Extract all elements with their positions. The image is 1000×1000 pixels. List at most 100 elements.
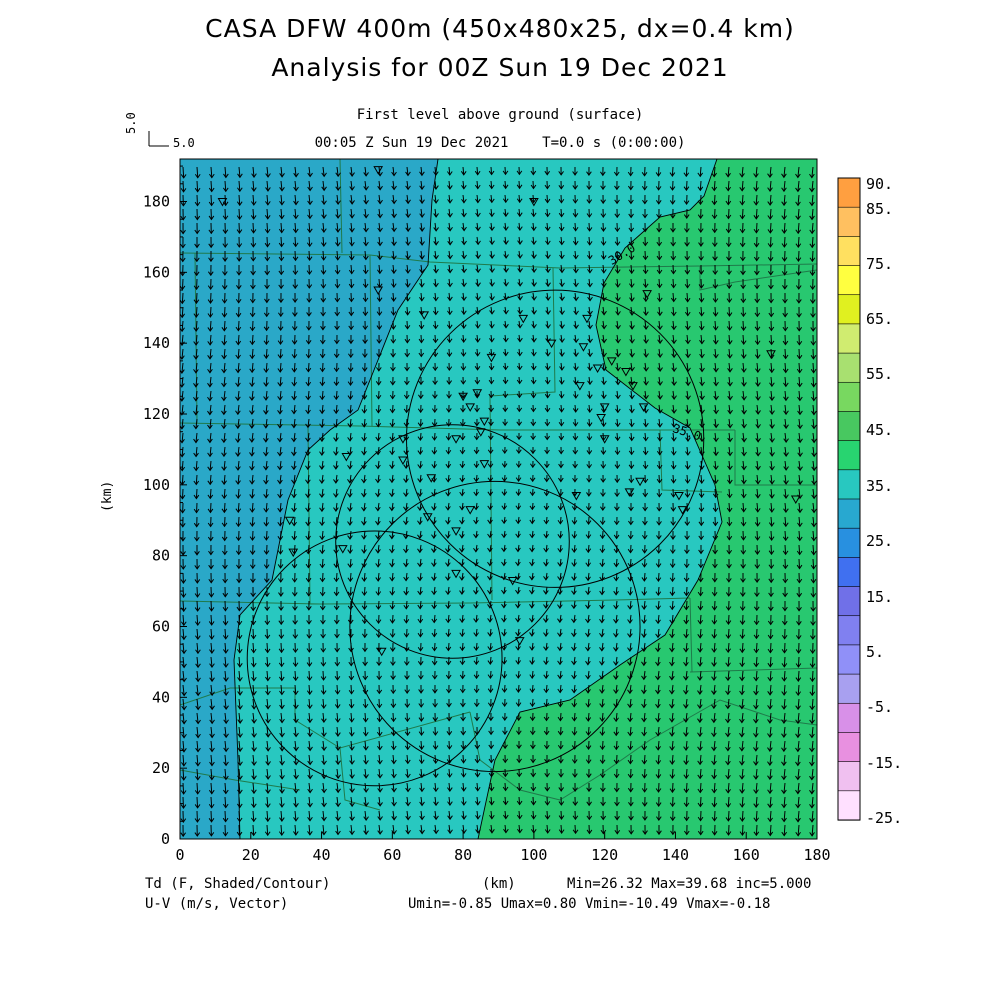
wind-vector-head bbox=[684, 270, 691, 275]
wind-vector bbox=[559, 544, 562, 552]
wind-vector-head bbox=[321, 242, 327, 247]
wind-vector-head bbox=[445, 449, 452, 455]
wind-vector-head bbox=[277, 354, 284, 359]
wind-vector-head bbox=[571, 674, 577, 680]
wind-vector bbox=[812, 488, 815, 499]
wind-vector bbox=[545, 614, 548, 623]
wind-vector-head bbox=[685, 409, 691, 415]
wind-vector-head bbox=[307, 200, 313, 206]
wind-vector bbox=[294, 656, 297, 667]
wind-vector bbox=[756, 376, 759, 387]
wind-vector-head bbox=[628, 213, 634, 219]
wind-vector bbox=[196, 740, 199, 752]
wind-vector-head bbox=[389, 520, 395, 526]
wind-vector bbox=[181, 446, 184, 457]
wind-vector-head bbox=[571, 590, 577, 596]
wind-vector bbox=[350, 810, 353, 821]
wind-vector-head bbox=[809, 705, 815, 711]
wind-vector-head bbox=[251, 775, 257, 781]
wind-vector bbox=[476, 306, 479, 315]
wind-vector-head bbox=[767, 648, 774, 654]
wind-vector-head bbox=[725, 648, 731, 654]
wind-vector-head bbox=[683, 774, 690, 780]
wind-vector bbox=[741, 824, 744, 836]
wind-vector-head bbox=[754, 578, 760, 584]
wind-vector bbox=[700, 334, 703, 344]
wind-vector-head bbox=[558, 171, 564, 176]
wind-vector-head bbox=[208, 635, 215, 640]
colorbar-swatch bbox=[837, 206, 861, 237]
wind-vector bbox=[294, 768, 297, 779]
wind-vector bbox=[588, 432, 591, 441]
station-marker bbox=[529, 198, 539, 207]
shading-dry bbox=[180, 159, 438, 839]
wind-vector-head bbox=[236, 578, 242, 584]
wind-vector bbox=[699, 628, 702, 638]
wind-vector-head bbox=[433, 773, 439, 779]
wind-vector-head bbox=[431, 408, 438, 413]
wind-vector-head bbox=[725, 718, 731, 724]
wind-vector-head bbox=[739, 831, 746, 837]
wind-vector-head bbox=[712, 256, 718, 262]
wind-vector-head bbox=[502, 421, 508, 427]
wind-vector-head bbox=[599, 759, 606, 765]
wind-vector-head bbox=[600, 241, 607, 246]
station-marker bbox=[638, 403, 649, 412]
wind-vector-head bbox=[699, 437, 705, 443]
wind-vector-head bbox=[417, 422, 424, 428]
wind-vector bbox=[545, 628, 548, 637]
wind-vector bbox=[797, 824, 800, 836]
wind-vector-head bbox=[180, 215, 187, 221]
wind-vector bbox=[784, 376, 787, 387]
wind-vectors bbox=[180, 166, 817, 838]
x-tick-label-180: 180 bbox=[803, 846, 830, 864]
wind-vector-head bbox=[418, 394, 424, 400]
wind-vector-head bbox=[432, 352, 439, 358]
wind-vector bbox=[769, 824, 772, 836]
wind-vector bbox=[811, 796, 814, 808]
wind-vector bbox=[349, 502, 352, 511]
wind-vector bbox=[350, 222, 353, 232]
wind-vector-head bbox=[809, 215, 815, 221]
wind-vector bbox=[784, 362, 787, 373]
wind-vector-head bbox=[377, 745, 383, 751]
wind-vector bbox=[434, 264, 437, 273]
wind-vector-head bbox=[235, 340, 242, 346]
wind-vector bbox=[601, 684, 604, 694]
wind-vector-head bbox=[753, 173, 759, 178]
wind-vector-head bbox=[180, 508, 186, 514]
wind-vector-head bbox=[389, 436, 396, 442]
wind-vector bbox=[700, 306, 703, 316]
wind-vector-head bbox=[641, 788, 648, 793]
wind-vector bbox=[405, 572, 408, 581]
wind-vector bbox=[728, 460, 731, 470]
colorbar-label: 15. bbox=[866, 588, 893, 606]
wind-vector-head bbox=[475, 324, 481, 329]
wind-vector-head bbox=[375, 520, 381, 526]
wind-vector-head bbox=[795, 635, 802, 640]
wind-vector bbox=[546, 390, 549, 398]
wind-vector-head bbox=[601, 310, 607, 316]
wind-vector-head bbox=[573, 296, 579, 302]
wind-vector-head bbox=[221, 452, 227, 458]
wind-vector-head bbox=[725, 690, 731, 696]
wind-vector-head bbox=[291, 493, 297, 499]
wind-vector bbox=[391, 404, 394, 413]
wind-vector-head bbox=[475, 268, 481, 274]
wind-vector-head bbox=[307, 704, 313, 710]
wind-vector-head bbox=[642, 506, 648, 512]
wind-vector-head bbox=[473, 660, 480, 666]
wind-vector-head bbox=[180, 494, 186, 500]
wind-vector-head bbox=[235, 298, 242, 304]
wind-vector bbox=[238, 684, 241, 696]
wind-vector-head bbox=[306, 634, 313, 639]
wind-vector-head bbox=[628, 478, 635, 484]
wind-vector bbox=[377, 488, 380, 497]
wind-vector-head bbox=[333, 409, 339, 415]
wind-vector bbox=[363, 460, 366, 469]
wind-vector bbox=[545, 656, 548, 665]
wind-vector-head bbox=[305, 479, 311, 485]
wind-vector-head bbox=[209, 663, 215, 669]
wind-vector bbox=[658, 320, 661, 330]
wind-vector-head bbox=[685, 423, 691, 429]
